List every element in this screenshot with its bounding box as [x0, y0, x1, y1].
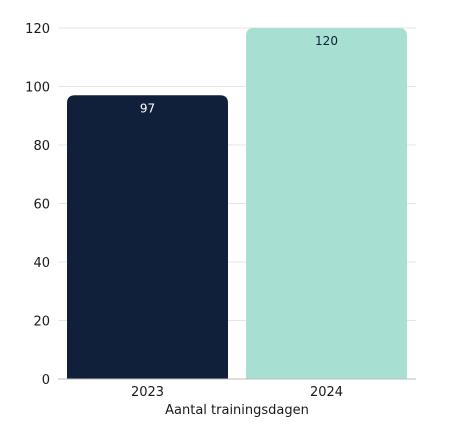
bars — [67, 28, 407, 380]
x-tick-labels: 2023 2024 — [131, 385, 343, 400]
y-tick-label: 60 — [33, 198, 50, 213]
data-label-2024: 120 — [315, 34, 338, 48]
x-axis-label: Aantal trainingsdagen — [165, 403, 309, 418]
bar-2024 — [246, 28, 407, 379]
data-labels: 97 120 — [140, 34, 338, 115]
y-tick-label: 100 — [25, 81, 50, 96]
y-tick-labels: 0 20 40 60 80 100 120 — [25, 22, 50, 388]
bar-2023 — [67, 95, 228, 380]
data-label-2023: 97 — [140, 101, 155, 115]
x-tick-label: 2023 — [131, 385, 164, 400]
y-tick-label: 0 — [42, 373, 50, 388]
y-tick-label: 80 — [33, 139, 50, 154]
y-tick-label: 40 — [33, 256, 50, 271]
x-tick-label: 2024 — [310, 385, 343, 400]
y-tick-label: 120 — [25, 22, 50, 37]
y-tick-label: 20 — [33, 315, 50, 330]
